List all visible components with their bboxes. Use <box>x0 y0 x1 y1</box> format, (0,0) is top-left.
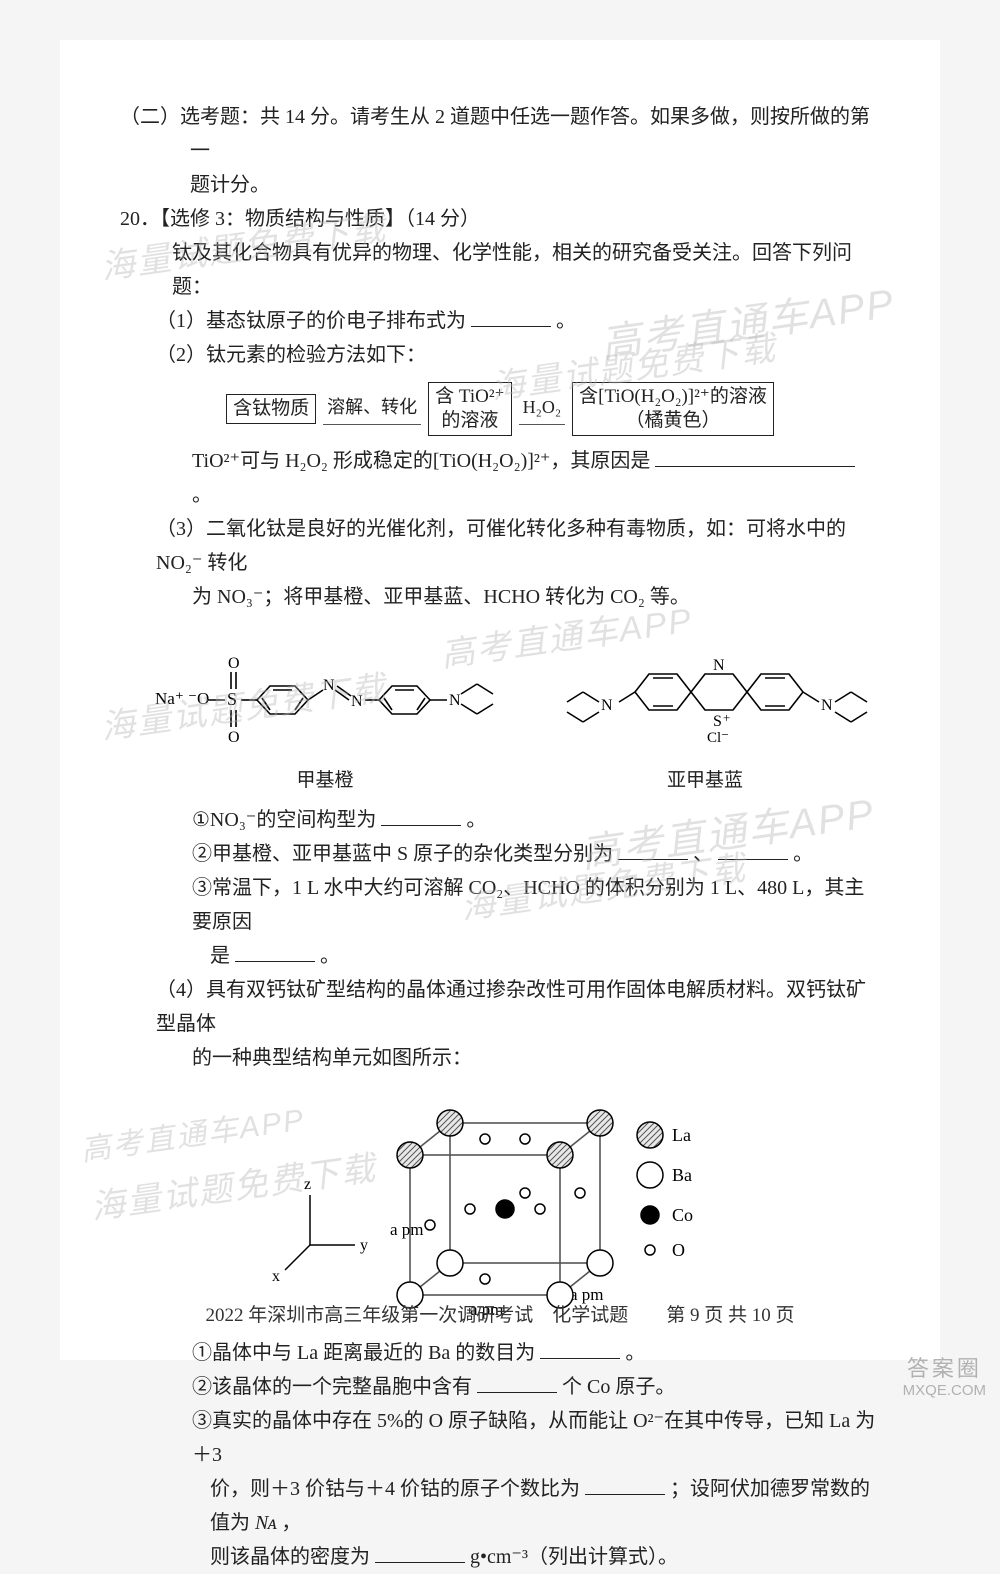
svg-text:a pm: a pm <box>390 1220 424 1239</box>
svg-text:y: y <box>360 1237 368 1254</box>
text: 。 <box>625 1342 645 1364</box>
flow-box2: 含 TiO²⁺ 的溶液 <box>428 382 511 436</box>
crystal-diagram-wrap: z y x a pm a pm a pm <box>120 1075 880 1336</box>
svg-text:N: N <box>449 692 461 709</box>
q20-p2-prefix: TiO²⁺可与 H₂O₂ 形成稳定的[TiO(H₂O₂)]²⁺，其原因是 <box>192 450 650 472</box>
svg-text:z: z <box>304 1176 311 1193</box>
flow-box3-l1: 含[TiO(H₂O₂)]²⁺的溶液 <box>579 386 767 407</box>
blank <box>235 940 315 962</box>
svg-text:Na⁺ ⁻O: Na⁺ ⁻O <box>155 689 209 708</box>
q20-p3-2: ②甲基橙、亚甲基蓝中 S 原子的杂化类型分别为 、 。 <box>120 837 880 871</box>
svg-text:N: N <box>821 697 833 714</box>
text: 个 Co 原子。 <box>562 1376 675 1398</box>
q20-p2-head: （2）钛元素的检验方法如下： <box>120 338 880 372</box>
svg-text:x: x <box>272 1268 280 1285</box>
text: ①晶体中与 La 距离最近的 Ba 的数目为 <box>192 1342 535 1364</box>
flow-arrow2: H₂O₂ <box>519 392 566 425</box>
exam-page: 海量试题免费下载 高考直通车APP 海量试题免费下载 高考直通车APP 海量试题… <box>60 40 940 1360</box>
q20-p3-b: 为 NO₃⁻；将甲基橙、亚甲基蓝、HCHO 转化为 CO₂ 等。 <box>120 580 880 614</box>
blank <box>477 1371 557 1393</box>
methyl-orange-block: Na⁺ ⁻O S O O N N <box>125 642 525 797</box>
svg-text:O: O <box>228 655 240 672</box>
q20-p2-body: TiO²⁺可与 H₂O₂ 形成稳定的[TiO(H₂O₂)]²⁺，其原因是 。 <box>120 444 880 512</box>
legend-la: La <box>672 1125 691 1145</box>
blank <box>381 804 461 826</box>
blank <box>375 1541 465 1563</box>
text: 。 <box>793 843 813 865</box>
q20-p3-3b: 是 。 <box>120 939 880 973</box>
blank <box>718 838 788 860</box>
text: 是 <box>210 945 230 967</box>
q20-p3-1: ①NO₃⁻的空间构型为 。 <box>120 803 880 837</box>
legend-o: O <box>672 1240 685 1260</box>
q20-p4-3c: 则该晶体的密度为 g•cm⁻³（列出计算式）。 <box>120 1540 880 1574</box>
blank <box>618 838 688 860</box>
q20-p4-3a: ③真实的晶体中存在 5%的 O 原子缺陷，从而能让 O²⁻在其中传导，已知 La… <box>120 1404 880 1472</box>
flow-box2-l1: 含 TiO²⁺ <box>435 386 504 407</box>
q20-p4-1: ①晶体中与 La 距离最近的 Ba 的数目为 。 <box>120 1336 880 1370</box>
svg-text:N: N <box>601 697 613 714</box>
methylene-blue-svg: N S + Cl⁻ N N <box>535 632 875 752</box>
text: g•cm⁻³（列出计算式）。 <box>470 1546 678 1568</box>
text: 。 <box>320 945 340 967</box>
text: ， <box>281 1512 301 1534</box>
legend-ba: Ba <box>672 1165 692 1185</box>
section-header-line1: （二）选考题：共 14 分。请考生从 2 道题中任选一题作答。如果多做，则按所做… <box>120 100 880 168</box>
q20-p1-suffix: 。 <box>556 310 576 332</box>
svg-text:S: S <box>713 713 722 730</box>
svg-text:Cl⁻: Cl⁻ <box>707 730 729 746</box>
text: 、 <box>693 843 713 865</box>
q20-p1-text: （1）基态钛原子的价电子排布式为 <box>156 310 466 332</box>
flow-box1: 含钛物质 <box>226 394 316 424</box>
q20-p2-suffix: 。 <box>192 484 212 506</box>
crystal-svg: z y x a pm a pm a pm <box>240 1075 760 1325</box>
structures-row: Na⁺ ⁻O S O O N N <box>120 632 880 797</box>
blank <box>471 305 551 327</box>
text: 价，则＋3 价钴与＋4 价钴的原子个数比为 <box>210 1478 580 1500</box>
svg-text:N: N <box>713 657 725 674</box>
corner-bottom: MXQE.COM <box>903 1382 986 1400</box>
text: 。 <box>466 809 486 831</box>
q20-title: 20．【选修 3：物质结构与性质】（14 分） <box>120 202 880 236</box>
flow-box2-l2: 的溶液 <box>441 410 498 431</box>
q20-p4-3b: 价，则＋3 价钴与＋4 价钴的原子个数比为 ；设阿伏加德罗常数的值为 Nᴀ ， <box>120 1472 880 1540</box>
flow-box3: 含[TiO(H₂O₂)]²⁺的溶液 （橘黄色） <box>572 382 774 436</box>
q20-p4-b: 的一种典型结构单元如图所示： <box>120 1041 880 1075</box>
blank <box>655 445 855 467</box>
blank <box>585 1473 665 1495</box>
flow-arrow1: 溶解、转化 <box>323 392 421 425</box>
svg-text:N: N <box>323 677 335 694</box>
legend-co: Co <box>672 1205 693 1225</box>
text: ②甲基橙、亚甲基蓝中 S 原子的杂化类型分别为 <box>192 843 613 865</box>
q20-p4-a: （4）具有双钙钛矿型结构的晶体通过掺杂改性可用作固体电解质材料。双钙钛矿型晶体 <box>120 973 880 1041</box>
svg-text:N: N <box>351 693 363 710</box>
svg-text:S: S <box>227 689 237 709</box>
q20-p3-3a: ③常温下，1 L 水中大约可溶解 CO₂、HCHO 的体积分别为 1 L、480… <box>120 871 880 939</box>
corner-watermark: 答案圈 MXQE.COM <box>903 1356 986 1400</box>
text: ①NO₃⁻的空间构型为 <box>192 809 376 831</box>
blank <box>540 1337 620 1359</box>
q20-p3-a: （3）二氧化钛是良好的光催化剂，可催化转化多种有毒物质，如：可将水中的 NO₂⁻… <box>120 512 880 580</box>
section-header-line2: 题计分。 <box>120 168 880 202</box>
q20-intro: 钛及其化合物具有优异的物理、化学性能，相关的研究备受关注。回答下列问题： <box>120 236 880 304</box>
corner-top: 答案圈 <box>903 1356 986 1382</box>
text: 则该晶体的密度为 <box>210 1546 370 1568</box>
methylene-blue-caption: 亚甲基蓝 <box>535 765 875 797</box>
q20-flow: 含钛物质 溶解、转化 含 TiO²⁺ 的溶液 H₂O₂ 含[TiO(H₂O₂)]… <box>120 382 880 436</box>
svg-text:+: + <box>723 710 730 725</box>
q20-p1: （1）基态钛原子的价电子排布式为 。 <box>120 304 880 338</box>
svg-text:O: O <box>228 729 240 746</box>
text: ②该晶体的一个完整晶胞中含有 <box>192 1376 472 1398</box>
methylene-blue-block: N S + Cl⁻ N N <box>535 632 875 797</box>
flow-box3-l2: （橘黄色） <box>625 410 720 431</box>
page-footer: 2022 年深圳市高三年级第一次调研考试 化学试题 第 9 页 共 10 页 <box>60 1300 940 1332</box>
text: Nᴀ <box>255 1512 276 1534</box>
methyl-orange-svg: Na⁺ ⁻O S O O N N <box>125 642 525 752</box>
methyl-orange-caption: 甲基橙 <box>125 765 525 797</box>
q20-p4-2: ②该晶体的一个完整晶胞中含有 个 Co 原子。 <box>120 1370 880 1404</box>
